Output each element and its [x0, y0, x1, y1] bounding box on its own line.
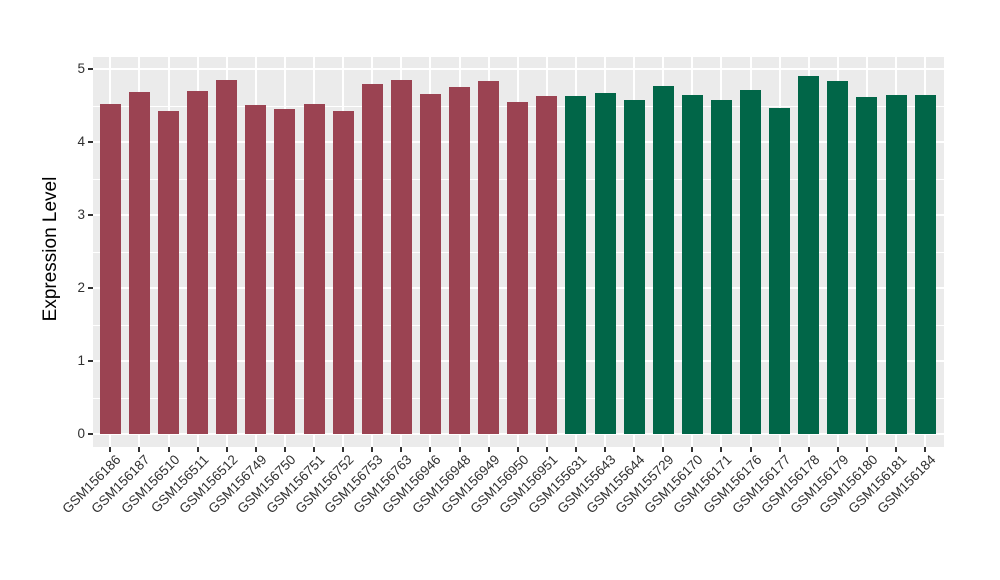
plot-panel — [93, 57, 944, 447]
x-tick-mark — [691, 447, 694, 452]
x-tick-mark — [458, 447, 461, 452]
y-tick-label: 5 — [77, 61, 85, 76]
bar — [216, 79, 238, 434]
y-tick-mark — [88, 360, 93, 362]
x-tick-mark — [895, 447, 897, 452]
bar — [885, 95, 907, 434]
bar — [710, 100, 732, 434]
y-tick-mark — [88, 141, 93, 143]
x-tick-mark — [429, 447, 432, 452]
bar — [565, 96, 587, 434]
bar — [99, 104, 121, 434]
bar — [652, 85, 674, 434]
bar — [507, 101, 529, 434]
y-tick-mark — [88, 433, 93, 435]
x-tick-mark — [400, 447, 403, 452]
x-tick-mark — [836, 447, 839, 452]
x-tick-mark — [662, 447, 665, 452]
x-tick-mark — [516, 447, 519, 452]
bar — [245, 104, 267, 434]
bar — [769, 107, 791, 434]
bar — [158, 110, 179, 434]
x-tick-mark — [487, 447, 490, 452]
x-tick-mark — [865, 447, 868, 452]
bar — [536, 96, 558, 434]
y-tick-label: 2 — [77, 280, 85, 295]
x-tick-mark — [924, 447, 927, 452]
bar — [187, 90, 209, 434]
x-tick-mark — [109, 447, 112, 452]
x-tick-mark — [254, 447, 257, 452]
x-tick-mark — [633, 447, 636, 452]
x-tick-mark — [225, 447, 228, 452]
x-tick-mark — [807, 447, 810, 452]
x-tick-mark — [167, 447, 170, 452]
x-tick-mark — [778, 447, 781, 452]
bar — [449, 87, 470, 434]
y-tick-mark — [88, 214, 93, 216]
x-tick-mark — [138, 447, 141, 452]
bar — [128, 92, 150, 434]
y-tick-mark — [88, 287, 93, 289]
bar — [623, 100, 645, 434]
x-tick-mark — [371, 447, 374, 452]
y-tick-label: 1 — [77, 353, 85, 368]
x-tick-mark — [283, 447, 286, 452]
bar — [856, 96, 878, 434]
x-tick-mark — [574, 447, 577, 452]
bar — [740, 90, 761, 434]
bar — [332, 111, 354, 434]
bar — [478, 81, 500, 434]
y-axis-title: Expression Level — [40, 176, 61, 322]
x-tick-mark — [720, 447, 723, 452]
x-tick-mark — [749, 447, 752, 452]
bar — [361, 83, 383, 434]
bar — [827, 80, 849, 434]
y-tick-mark — [88, 68, 93, 70]
y-tick-label: 3 — [77, 207, 85, 222]
y-tick-label: 0 — [77, 426, 85, 441]
x-tick-mark — [545, 447, 548, 452]
x-tick-mark — [342, 447, 345, 452]
bar — [798, 75, 820, 434]
bar — [303, 104, 325, 434]
bar — [594, 93, 616, 434]
bar — [274, 109, 296, 434]
y-tick-label: 4 — [77, 134, 85, 149]
bar — [390, 79, 412, 434]
x-tick-mark — [604, 447, 606, 452]
x-tick-mark — [313, 447, 315, 452]
bar — [419, 93, 441, 434]
x-tick-mark — [196, 447, 199, 452]
bar — [914, 95, 936, 434]
bar — [681, 94, 703, 434]
